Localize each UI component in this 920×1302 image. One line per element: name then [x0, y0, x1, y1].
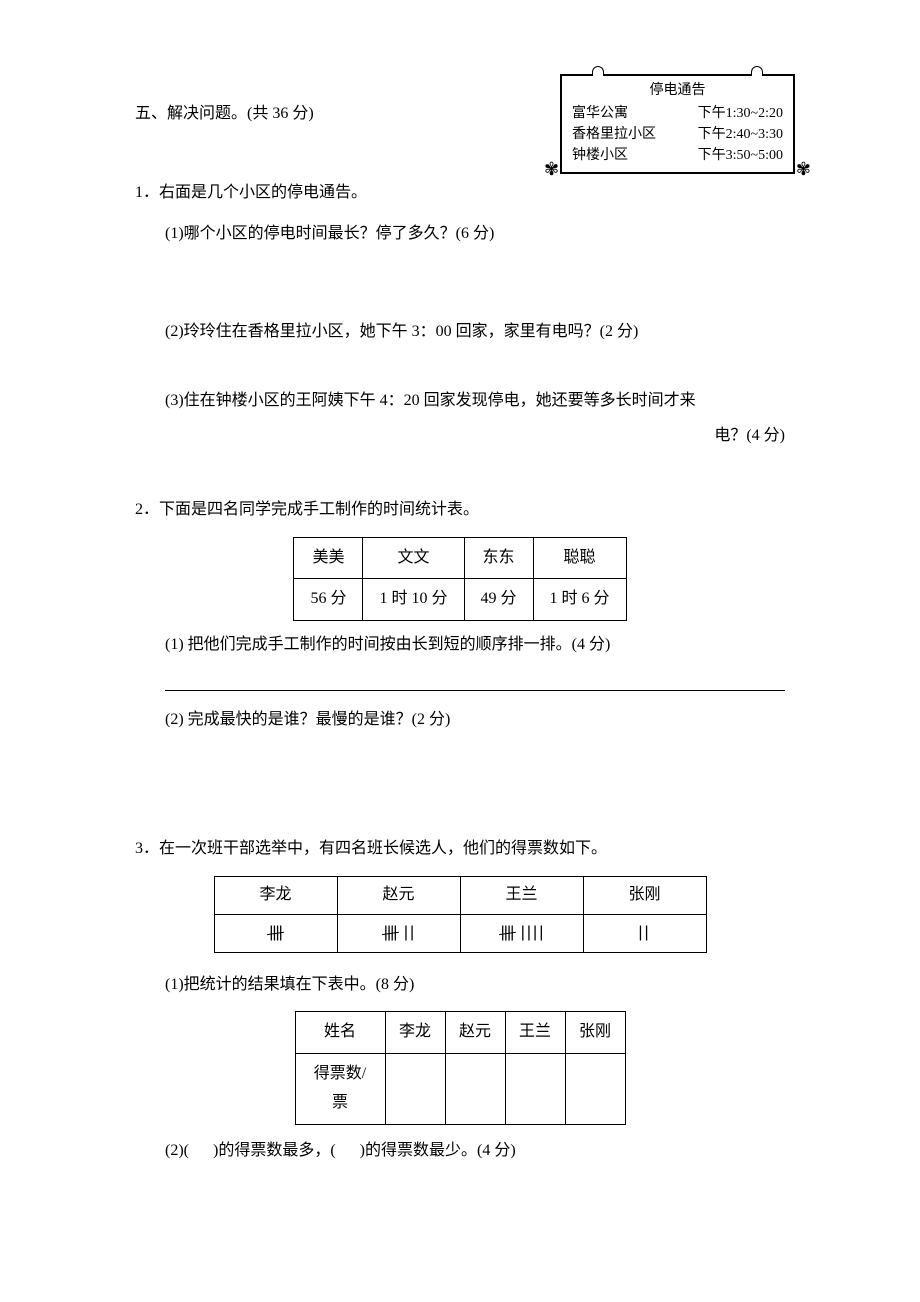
table-cell: 姓名 — [295, 1012, 385, 1054]
table-cell: 张刚 — [583, 876, 706, 914]
notice-name: 香格里拉小区 — [572, 124, 656, 145]
q3-sub2-text: (2)( — [165, 1142, 189, 1159]
notice-row: 香格里拉小区 下午2:40~3:30 — [572, 124, 783, 145]
blank-paren — [189, 1142, 213, 1159]
notice-time: 下午2:40~3:30 — [698, 124, 783, 145]
table-cell-blank — [565, 1054, 625, 1125]
table-row: 得票数/票 — [295, 1054, 625, 1125]
q3-sub2-text: )的得票数最多，( — [213, 1142, 336, 1159]
table-cell: 美美 — [294, 537, 363, 579]
handcraft-table: 美美 文文 东东 聪聪 56 分 1 时 10 分 49 分 1 时 6 分 — [293, 537, 626, 622]
table-cell: 李龙 — [385, 1012, 445, 1054]
table-cell: 56 分 — [294, 579, 363, 621]
notice-corner-deco — [592, 66, 604, 76]
q3-sub1: (1)把统计的结果填在下表中。(8 分) — [135, 971, 785, 1000]
table-row: 美美 文文 东东 聪聪 — [294, 537, 626, 579]
tally-cell: |||| || — [337, 914, 460, 952]
notice-name: 富华公寓 — [572, 103, 628, 124]
blank-line — [165, 690, 785, 691]
notice-time: 下午3:50~5:00 — [698, 145, 783, 166]
table-cell: 张刚 — [565, 1012, 625, 1054]
power-outage-notice: ✾ ✾ 停电通告 富华公寓 下午1:30~2:20 香格里拉小区 下午2:40~… — [560, 74, 795, 174]
q2-sub1: (1) 把他们完成手工制作的时间按由长到短的顺序排一排。(4 分) — [135, 631, 785, 660]
table-cell: 王兰 — [505, 1012, 565, 1054]
notice-title: 停电通告 — [572, 80, 783, 101]
q1-sub3-line1: (3)住在钟楼小区的王阿姨下午 4：20 回家发现停电，她还要等多长时间才来 — [135, 387, 785, 416]
notice-name: 钟楼小区 — [572, 145, 628, 166]
leaf-icon: ✾ — [544, 160, 559, 178]
q3-sub2-text: )的得票数最少。(4 分) — [360, 1142, 516, 1159]
leaf-icon: ✾ — [796, 160, 811, 178]
tally-cell: |||| — [214, 914, 337, 952]
table-cell: 聪聪 — [533, 537, 626, 579]
table-cell-blank — [445, 1054, 505, 1125]
table-cell: 文文 — [363, 537, 464, 579]
notice-corner-deco — [751, 66, 763, 76]
table-cell: 赵元 — [337, 876, 460, 914]
content-wrapper: ✾ ✾ 停电通告 富华公寓 下午1:30~2:20 香格里拉小区 下午2:40~… — [135, 179, 785, 1166]
table-row: 56 分 1 时 10 分 49 分 1 时 6 分 — [294, 579, 626, 621]
table-row: |||| |||| || |||| |||| || — [214, 914, 706, 952]
q3-sub2: (2)( )的得票数最多，( )的得票数最少。(4 分) — [135, 1137, 785, 1166]
table-cell: 赵元 — [445, 1012, 505, 1054]
table-cell: 1 时 10 分 — [363, 579, 464, 621]
table-cell: 1 时 6 分 — [533, 579, 626, 621]
table-cell: 49 分 — [464, 579, 533, 621]
vote-result-table: 姓名 李龙 赵元 王兰 张刚 得票数/票 — [295, 1011, 626, 1124]
tally-cell: |||| |||| — [460, 914, 583, 952]
notice-time: 下午1:30~2:20 — [698, 103, 783, 124]
q1-main: 1．右面是几个小区的停电通告。 — [135, 179, 785, 208]
table-cell: 李龙 — [214, 876, 337, 914]
tally-cell: || — [583, 914, 706, 952]
table-cell: 王兰 — [460, 876, 583, 914]
q2-sub2: (2) 完成最快的是谁？最慢的是谁？(2 分) — [135, 706, 785, 735]
q1-sub1: (1)哪个小区的停电时间最长？停了多久？(6 分) — [135, 220, 785, 249]
q3-main: 3．在一次班干部选举中，有四名班长候选人，他们的得票数如下。 — [135, 835, 785, 864]
blank-paren — [336, 1142, 360, 1159]
q1-sub3-line2: 电？(4 分) — [135, 422, 785, 451]
table-cell-blank — [385, 1054, 445, 1125]
notice-frame: ✾ ✾ 停电通告 富华公寓 下午1:30~2:20 香格里拉小区 下午2:40~… — [560, 74, 795, 174]
notice-row: 富华公寓 下午1:30~2:20 — [572, 103, 783, 124]
table-row: 李龙 赵元 王兰 张刚 — [214, 876, 706, 914]
vote-table: 李龙 赵元 王兰 张刚 |||| |||| || |||| |||| || — [214, 876, 707, 953]
table-row: 姓名 李龙 赵元 王兰 张刚 — [295, 1012, 625, 1054]
q1-sub2: (2)玲玲住在香格里拉小区，她下午 3：00 回家，家里有电吗？(2 分) — [135, 318, 785, 347]
table-cell: 得票数/票 — [295, 1054, 385, 1125]
table-cell-blank — [505, 1054, 565, 1125]
q2-main: 2．下面是四名同学完成手工制作的时间统计表。 — [135, 496, 785, 525]
notice-row: 钟楼小区 下午3:50~5:00 — [572, 145, 783, 166]
table-cell: 东东 — [464, 537, 533, 579]
